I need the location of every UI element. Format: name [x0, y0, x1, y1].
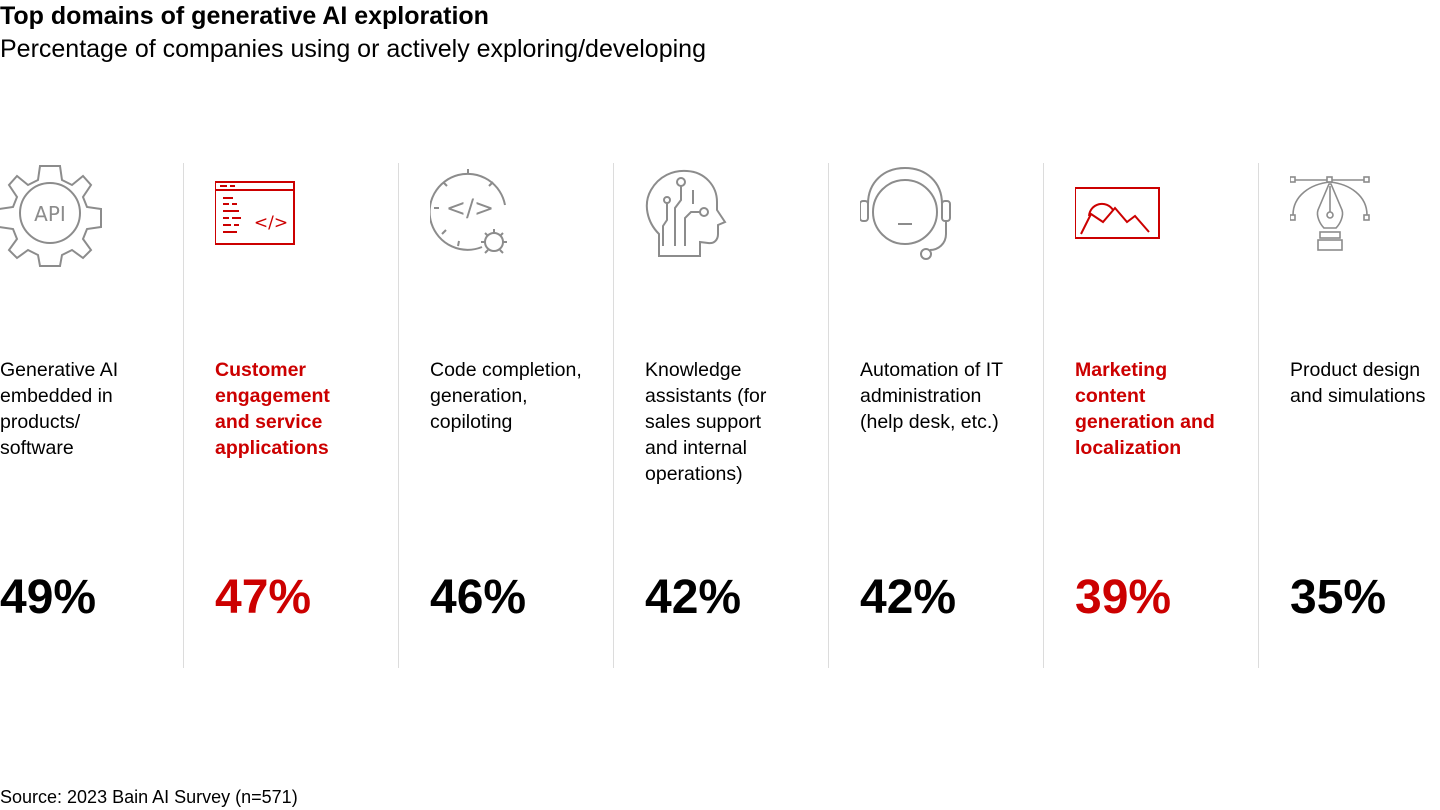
- headset-icon: [860, 160, 970, 270]
- pen-tool-icon: [1290, 160, 1400, 270]
- column-divider: [1258, 163, 1259, 668]
- domain-value: 42%: [645, 571, 742, 624]
- chart-subtitle: Percentage of companies using or activel…: [0, 35, 706, 63]
- column-divider: [183, 163, 184, 668]
- domain-label: Customer engagement and service applicat…: [215, 359, 330, 459]
- domain-column-4: Knowledge assistants (for sales support …: [645, 0, 860, 810]
- svg-text:</>: </>: [446, 194, 494, 222]
- domain-column-7: Product design and simulations 35%: [1290, 0, 1440, 810]
- column-divider: [398, 163, 399, 668]
- chart-title: Top domains of generative AI exploration: [0, 2, 489, 30]
- source-note: Source: 2023 Bain AI Survey (n=571): [0, 787, 298, 807]
- domain-value: 35%: [1290, 571, 1387, 624]
- domain-label: Code completion, generation, copiloting: [430, 359, 582, 433]
- domain-column-2: </> Customer engagement and service appl…: [215, 0, 430, 810]
- domain-value: 47%: [215, 571, 312, 624]
- image-icon: [1075, 160, 1185, 270]
- domain-label: Marketing content generation and localiz…: [1075, 359, 1215, 459]
- code-bug-icon: </>: [430, 160, 540, 270]
- domain-value: 46%: [430, 571, 527, 624]
- api-gear-icon: API: [0, 160, 110, 270]
- column-divider: [1043, 163, 1044, 668]
- column-divider: [828, 163, 829, 668]
- domain-column-5: Automation of IT administration (help de…: [860, 0, 1075, 810]
- domain-value: 39%: [1075, 571, 1172, 624]
- domain-value: 49%: [0, 571, 97, 624]
- domain-label: Generative AI embedded in products/ soft…: [0, 359, 119, 459]
- domain-column-6: Marketing content generation and localiz…: [1075, 0, 1290, 810]
- domain-label: Knowledge assistants (for sales support …: [645, 359, 767, 485]
- domain-column-3: </> Code completion, generation, copilot…: [430, 0, 645, 810]
- code-window-icon: </>: [215, 160, 325, 270]
- ai-head-icon: [645, 160, 755, 270]
- svg-text:</>: </>: [254, 213, 288, 233]
- svg-text:API: API: [34, 202, 66, 226]
- domain-column-1: API Generative AI embedded in products/ …: [0, 0, 215, 810]
- domain-value: 42%: [860, 571, 957, 624]
- domain-label: Automation of IT administration (help de…: [860, 359, 1004, 433]
- domain-label: Product design and simulations: [1290, 359, 1426, 407]
- column-divider: [613, 163, 614, 668]
